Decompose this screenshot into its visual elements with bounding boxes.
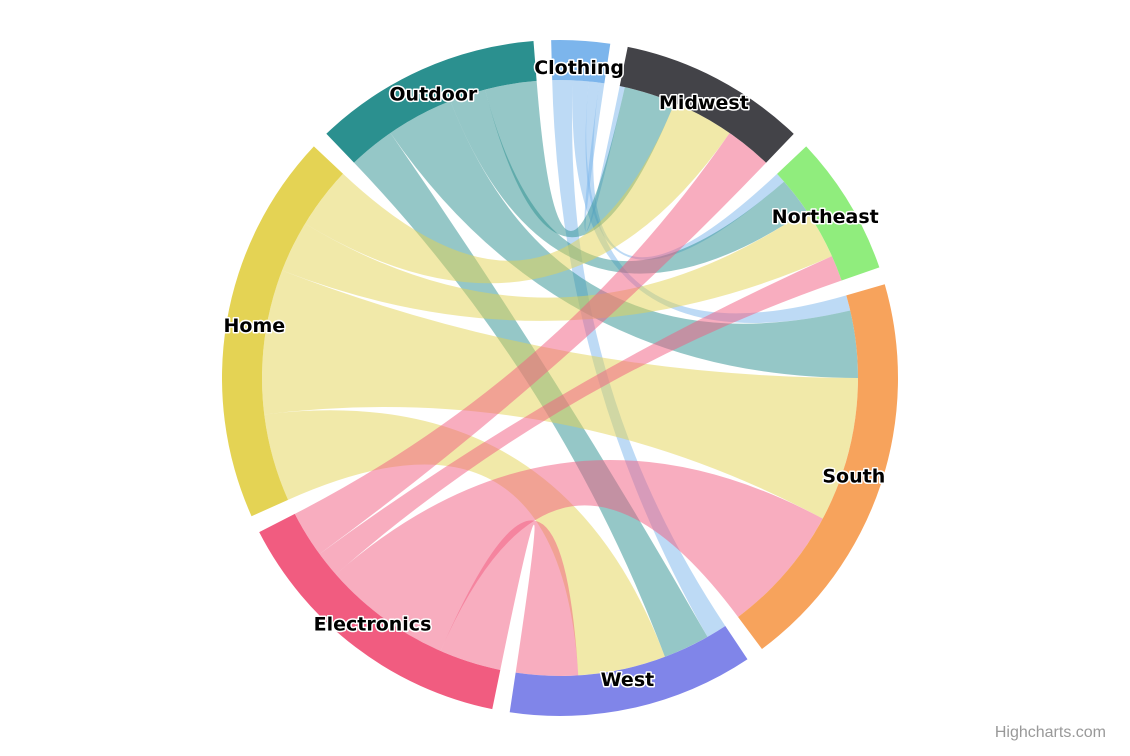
link-ribbon — [319, 256, 842, 575]
node-label: Northeast — [772, 206, 879, 228]
link-ribbon — [440, 520, 579, 676]
node-arc — [551, 39, 611, 84]
links — [261, 80, 858, 676]
link-ribbon — [450, 89, 807, 274]
link-ribbon — [585, 81, 785, 260]
node-label: South — [822, 465, 885, 487]
node-label: Outdoor — [389, 84, 477, 106]
node-label: Midwest — [659, 92, 749, 114]
node-arc — [221, 146, 344, 517]
link-ribbon — [485, 80, 675, 238]
link-ribbon — [261, 270, 858, 519]
link-ribbon — [305, 102, 730, 284]
link-ribbon — [335, 459, 823, 652]
node-arc — [259, 513, 501, 710]
link-ribbon — [353, 132, 708, 657]
node-arc — [619, 46, 794, 163]
link-ribbon — [390, 100, 858, 378]
link-ribbon — [294, 132, 767, 554]
link-ribbon — [282, 210, 832, 321]
node-arc — [509, 625, 748, 716]
node-arc — [738, 284, 898, 650]
nodes: Clothing Midwest Northeast South West Electro… — [221, 39, 898, 716]
node-arc — [777, 146, 880, 281]
node-label: West — [601, 669, 655, 691]
node-label: Home — [223, 315, 285, 337]
node-arc — [326, 41, 537, 163]
node-label: Clothing — [534, 57, 624, 79]
link-ribbon — [552, 80, 726, 637]
credits[interactable]: Highcharts.com — [994, 724, 1106, 741]
node-label: Electronics — [314, 613, 432, 635]
